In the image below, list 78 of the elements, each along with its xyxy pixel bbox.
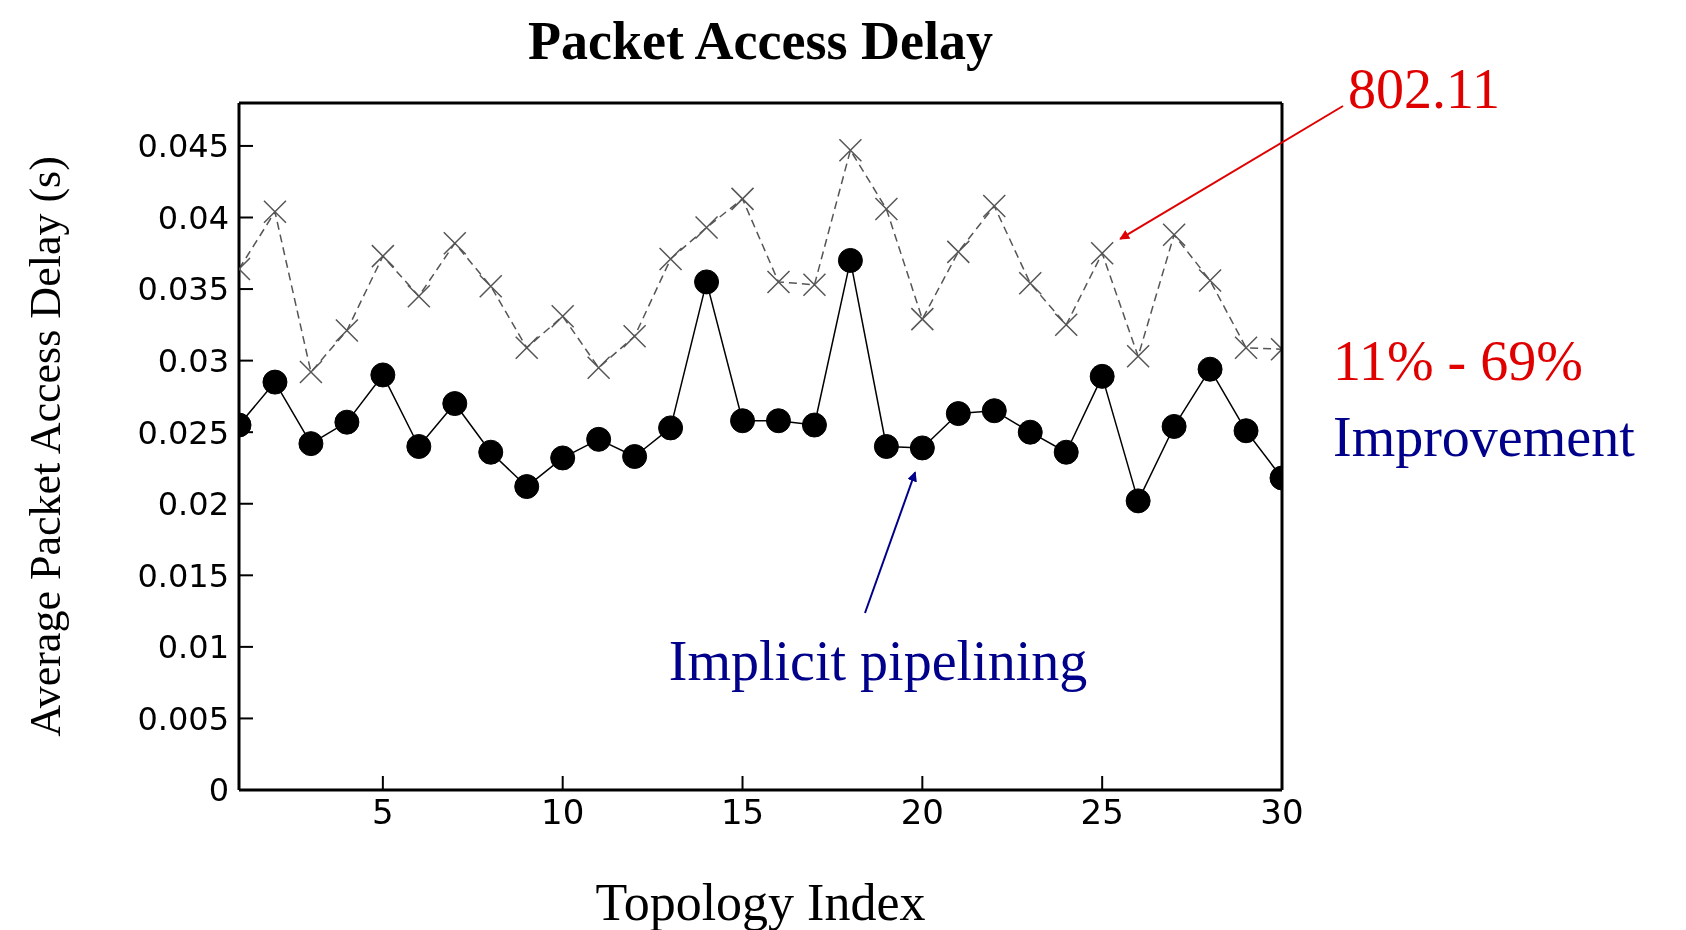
point (586, 356, 611, 380)
point (694, 215, 719, 240)
y-tick-label: 0.04 (157, 198, 229, 237)
text: 11% - 69% (1333, 330, 1583, 392)
point (910, 307, 935, 331)
x-tick-label: 15 (720, 792, 765, 833)
point (1054, 313, 1078, 337)
y-tick-label: 0.01 (157, 628, 229, 667)
point (262, 369, 288, 395)
y-tick-label: 0 (208, 771, 229, 810)
y-tick-label: 0.015 (137, 556, 229, 595)
point (586, 426, 612, 452)
point (1090, 241, 1114, 266)
y-tick-label: 0.03 (157, 341, 229, 380)
point (371, 244, 395, 268)
point (658, 247, 683, 271)
point (478, 439, 504, 465)
point (442, 391, 468, 417)
point (406, 434, 432, 459)
point (838, 138, 863, 162)
point (443, 231, 467, 256)
point (1125, 488, 1151, 514)
text: Improvement (1333, 406, 1636, 468)
point (263, 200, 287, 224)
point (946, 240, 971, 264)
point (694, 269, 720, 295)
y-tick-label: 0.025 (137, 413, 229, 452)
x-tick-label: 20 (900, 792, 944, 833)
point (658, 415, 684, 441)
point (730, 187, 755, 211)
point (550, 445, 576, 471)
y-tick-label: 0.045 (137, 127, 229, 166)
point (1161, 413, 1187, 439)
point (514, 474, 540, 500)
point (981, 398, 1007, 424)
point (514, 335, 539, 360)
point (1198, 268, 1222, 293)
point (299, 360, 323, 384)
point (766, 270, 791, 294)
point (550, 304, 575, 329)
chart-title: Packet Access Delay (528, 11, 993, 71)
point (1234, 335, 1258, 360)
x-tick-label: 25 (1080, 792, 1124, 833)
point (730, 408, 756, 434)
point (909, 435, 935, 461)
point (622, 324, 647, 349)
point (1017, 419, 1043, 445)
point (1053, 439, 1079, 465)
y-tick-label: 0.005 (137, 699, 229, 738)
point (334, 409, 360, 435)
text: 802.11 (1348, 58, 1500, 120)
point (802, 273, 827, 297)
point (335, 318, 359, 343)
point (298, 431, 324, 457)
point (874, 197, 899, 221)
point (765, 408, 791, 434)
point (945, 401, 971, 427)
point (407, 284, 431, 308)
y-axis-title: Average Packet Access Delay (s) (21, 156, 70, 737)
point (873, 434, 899, 459)
x-tick-label: 30 (1260, 792, 1304, 833)
point (1197, 356, 1223, 382)
point (1018, 271, 1042, 296)
point (1126, 344, 1150, 369)
point (1089, 363, 1115, 389)
point (622, 444, 648, 470)
y-tick-label: 0.035 (137, 270, 229, 309)
text: Implicit pipelining (668, 630, 1088, 692)
point (370, 362, 396, 388)
point (1162, 222, 1186, 247)
point (479, 274, 503, 298)
point (837, 247, 863, 273)
y-tick-label: 0.02 (157, 485, 229, 524)
point (982, 194, 1007, 218)
x-tick-label: 10 (541, 792, 585, 833)
point (1233, 418, 1259, 444)
x-tick-label: 5 (372, 792, 394, 833)
point (801, 412, 827, 438)
